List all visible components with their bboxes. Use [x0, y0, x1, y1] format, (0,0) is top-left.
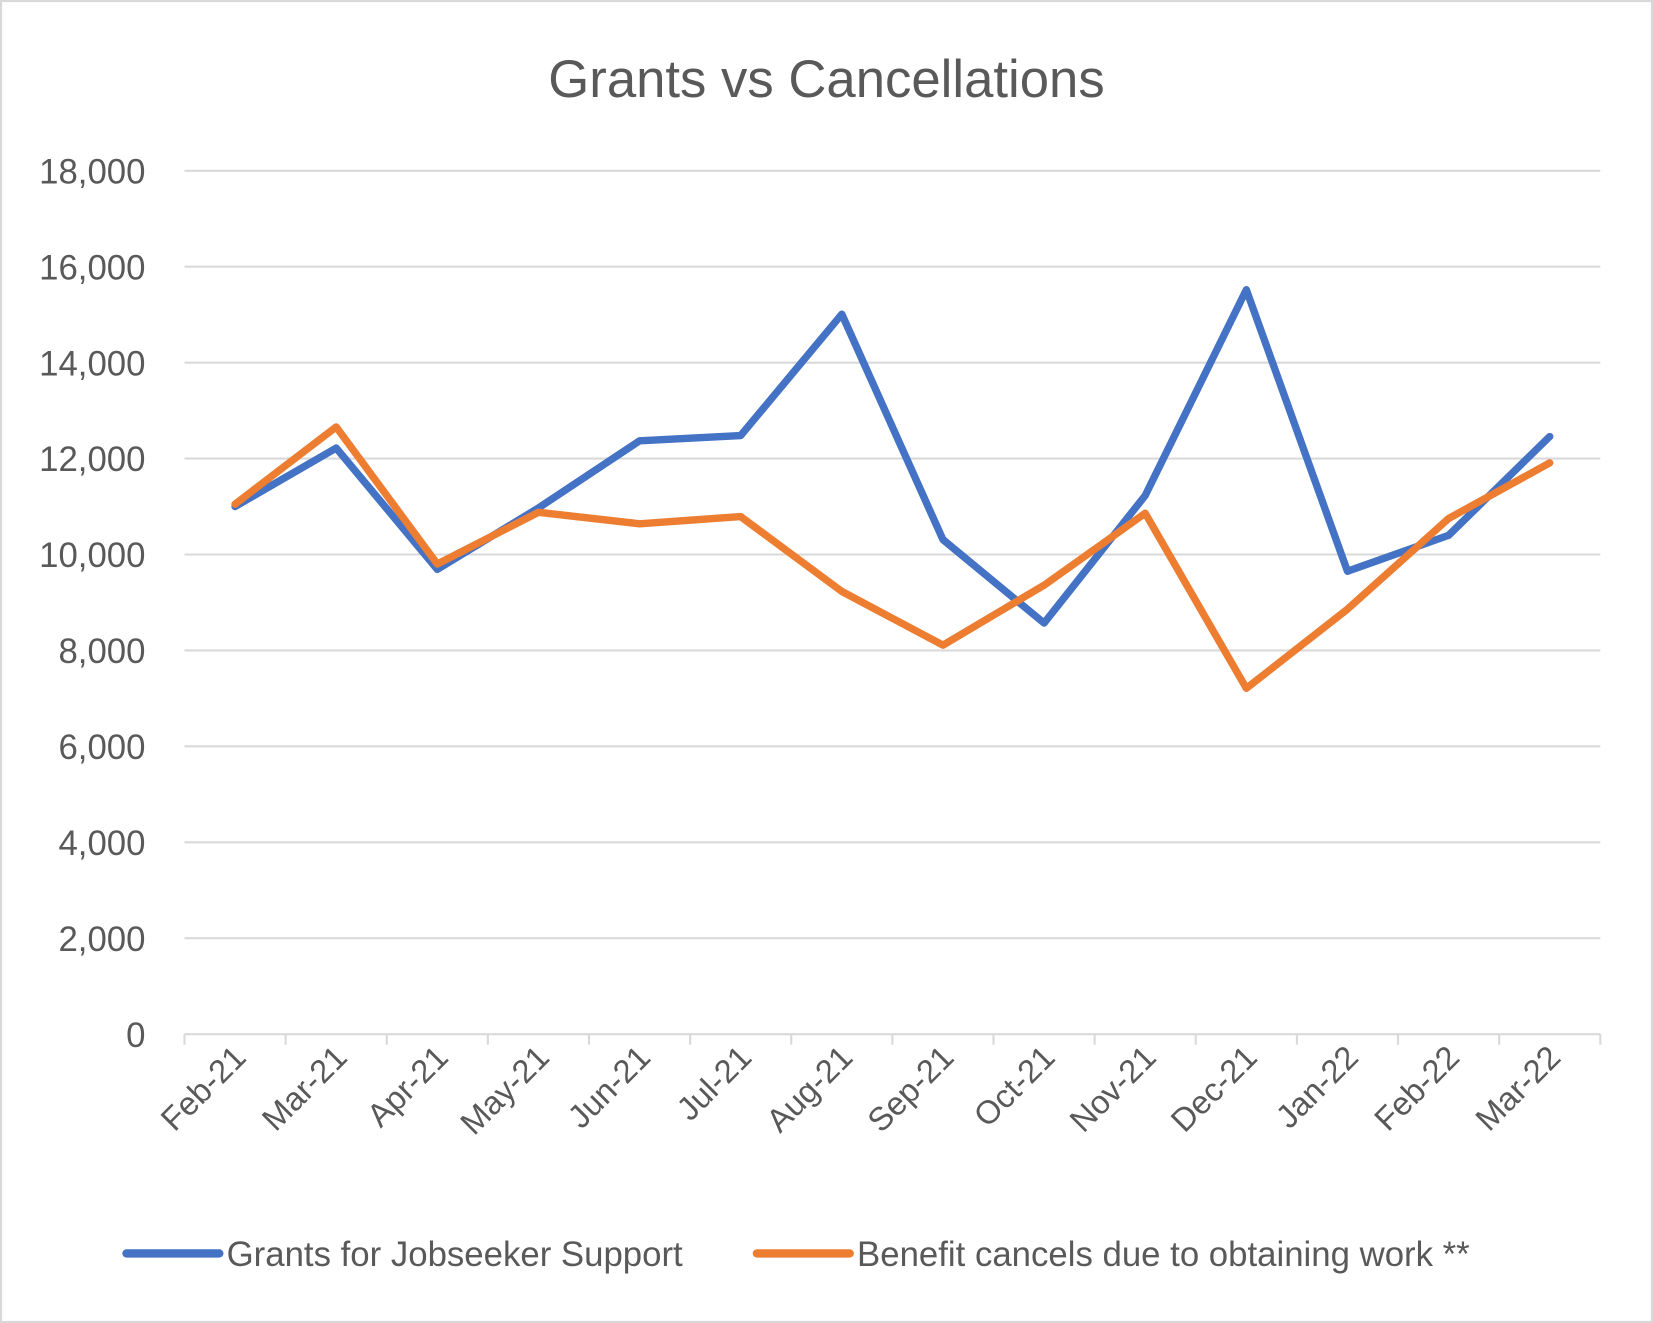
y-tick-label: 2,000	[58, 921, 145, 959]
y-tick-label: 18,000	[39, 153, 145, 191]
y-tick-label: 0	[126, 1017, 145, 1055]
y-tick-label: 6,000	[58, 729, 145, 767]
legend-label: Grants for Jobseeker Support	[227, 1236, 683, 1274]
series-line-1	[231, 423, 1554, 693]
y-tick-label: 14,000	[39, 345, 145, 383]
y-tick-label: 16,000	[39, 249, 145, 287]
y-tick-label: 10,000	[39, 537, 145, 575]
y-tick-label: 8,000	[58, 633, 145, 671]
y-tick-label: 4,000	[58, 825, 145, 863]
y-tick-label: 12,000	[39, 441, 145, 479]
chart-title: Grants vs Cancellations	[548, 50, 1104, 109]
legend-label: Benefit cancels due to obtaining work **	[857, 1236, 1470, 1274]
